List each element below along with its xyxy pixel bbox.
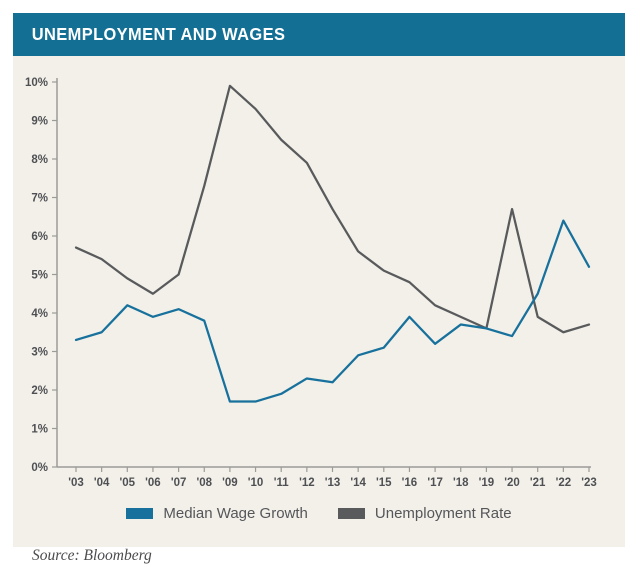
x-tick-label: '15 [376,477,392,489]
x-tick-label: '06 [145,477,161,489]
x-tick-label: '14 [350,477,366,489]
unemployment-rate-line [74,84,591,334]
y-tick-label: 5% [31,270,48,282]
unemployment-rate-swatch [337,508,365,519]
x-tick-label: '09 [222,477,238,489]
x-tick-label: '16 [402,477,418,489]
legend-label-wage-growth: Median Wage Growth [163,505,308,522]
y-tick-label: 4% [31,308,48,320]
chart-legend: Median Wage Growth Unemployment Rate [13,505,625,522]
x-tick-label: '18 [453,477,469,489]
y-tick-label: 3% [31,347,48,359]
y-tick-label: 7% [31,193,48,205]
legend-item-unemployment-rate: Unemployment Rate [337,505,512,522]
y-tick-label: 0% [31,462,48,474]
x-tick-label: '04 [94,477,110,489]
chart-title: UNEMPLOYMENT AND WAGES [31,24,286,44]
wage-growth-line [74,219,591,403]
x-tick-label: '07 [171,477,187,489]
x-tick-label: '11 [274,477,289,489]
x-tick-label: '08 [196,477,212,489]
legend-item-median-wage-growth: Median Wage Growth [126,505,308,522]
legend-label-unemployment-rate: Unemployment Rate [374,505,512,522]
chart-header: UNEMPLOYMENT AND WAGES [13,13,625,56]
x-tick-label: '12 [299,477,315,489]
x-tick-label: '20 [504,477,520,489]
y-tick-label: 2% [31,385,48,397]
line-chart: 0% 1% 2% 3% 4% 5% 6% 7% 8% 9% 10% '03 '04 '05 '06 '07 '0… [25,77,597,489]
y-tick-label: 6% [31,231,48,243]
chart-panel: 0% 1% 2% 3% 4% 5% 6% 7% 8% 9% 10% '03 '04 '05 '06 '07 '0… [13,56,625,547]
y-tick-label: 8% [31,154,48,166]
x-tick-label: '22 [556,477,572,489]
wage-growth-swatch [126,508,154,519]
x-tick-label: '10 [248,477,264,489]
y-tick-label: 9% [31,116,48,128]
x-tick-label: '23 [581,477,597,489]
y-tick-label: 1% [31,424,48,436]
y-tick-label: 10% [25,77,48,89]
x-tick-label: '05 [120,477,136,489]
x-tick-label: '21 [530,477,546,489]
x-tick-label: '13 [325,477,341,489]
x-tick-label: '19 [479,477,495,489]
x-tick-label: '03 [68,477,84,489]
source-text: Source: Bloomberg [32,547,152,564]
x-tick-label: '17 [427,477,443,489]
